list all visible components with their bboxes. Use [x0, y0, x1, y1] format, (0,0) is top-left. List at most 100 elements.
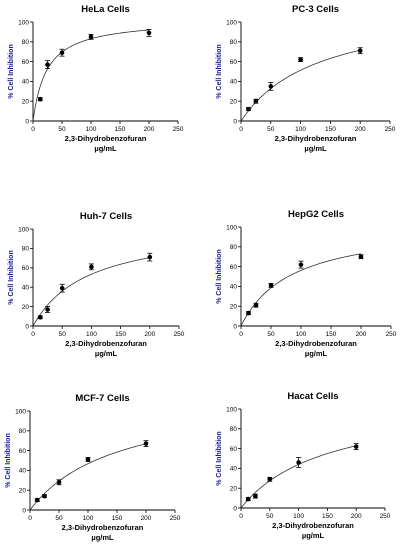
data-point — [88, 34, 94, 40]
data-point — [45, 307, 50, 312]
y-tick-label: 100 — [15, 408, 26, 415]
fit-curve — [32, 29, 150, 122]
data-point — [353, 444, 359, 449]
fit-curve — [32, 257, 150, 327]
y-tick-label: 60 — [230, 446, 238, 453]
x-tick-label: 50 — [59, 331, 67, 338]
data-point — [268, 84, 274, 89]
y-tick-label: 40 — [22, 285, 30, 292]
y-tick-label: 60 — [22, 59, 30, 66]
x-axis-label: 2,3-Dihydrobenzofuran — [65, 339, 147, 348]
x-tick-label: 200 — [356, 331, 367, 338]
y-tick-label: 0 — [233, 505, 237, 512]
x-axis-unit: µg/mL — [305, 349, 328, 358]
y-tick-label: 20 — [22, 99, 30, 106]
y-axis-label: % Cell Inhibition — [8, 250, 15, 304]
y-tick-label: 0 — [233, 323, 237, 330]
y-axis-label: % Cell Inhibition — [8, 44, 15, 98]
y-tick-label: 0 — [233, 118, 237, 125]
x-tick-label: 0 — [31, 331, 35, 338]
data-point — [59, 285, 65, 291]
data-point — [358, 254, 364, 259]
y-tick-label: 100 — [18, 226, 29, 233]
fit-curve — [240, 253, 362, 327]
x-tick-label: 0 — [239, 513, 243, 520]
data-point — [45, 62, 50, 67]
y-axis-label: % Cell Inhibition — [5, 433, 12, 487]
y-tick-label: 60 — [230, 264, 238, 271]
data-point — [246, 106, 251, 112]
x-tick-label: 150 — [115, 331, 126, 338]
y-tick-label: 100 — [18, 19, 29, 26]
x-tick-label: 0 — [28, 515, 32, 522]
x-axis-unit: µg/mL — [95, 349, 118, 358]
x-tick-label: 0 — [31, 126, 35, 133]
x-tick-label: 250 — [173, 126, 184, 133]
data-point — [38, 314, 43, 320]
x-tick-label: 200 — [144, 331, 155, 338]
data-point — [298, 57, 303, 62]
x-tick-label: 100 — [83, 515, 94, 522]
data-point — [245, 496, 251, 502]
data-point — [267, 476, 273, 482]
x-tick-label: 100 — [295, 126, 306, 133]
y-tick-label: 40 — [230, 466, 238, 473]
x-tick-label: 150 — [115, 126, 126, 133]
data-point — [253, 98, 259, 104]
y-tick-label: 80 — [230, 244, 238, 251]
x-axis-label: 2,3-Dihydrobenzofuran — [62, 523, 144, 532]
data-point — [298, 262, 304, 267]
x-axis-unit: µg/mL — [94, 144, 117, 153]
x-axis-label: 2,3-Dihydrobenzofuran — [272, 521, 354, 530]
y-tick-label: 40 — [19, 468, 27, 475]
x-tick-label: 50 — [58, 126, 66, 133]
x-tick-label: 250 — [174, 331, 185, 338]
y-tick-label: 20 — [230, 486, 238, 493]
x-tick-label: 50 — [267, 126, 275, 133]
x-tick-label: 50 — [266, 513, 274, 520]
chart-title: MCF-7 Cells — [75, 393, 129, 404]
data-point — [357, 48, 363, 54]
y-tick-label: 100 — [226, 19, 237, 26]
y-tick-label: 100 — [226, 224, 237, 231]
x-axis-label: 2,3-Dihydrobenzofuran — [65, 134, 147, 143]
data-point — [85, 457, 91, 462]
x-tick-label: 250 — [386, 331, 397, 338]
x-tick-label: 100 — [86, 331, 97, 338]
data-point — [246, 310, 251, 316]
y-tick-label: 0 — [25, 118, 29, 125]
y-tick-label: 80 — [22, 39, 30, 46]
y-tick-label: 80 — [22, 246, 30, 253]
x-axis-unit: µg/mL — [302, 531, 325, 540]
data-point — [89, 264, 94, 270]
x-tick-label: 150 — [112, 515, 123, 522]
x-tick-label: 150 — [325, 126, 336, 133]
x-axis-unit: µg/mL — [304, 144, 327, 153]
data-point — [56, 479, 62, 485]
y-tick-label: 40 — [230, 284, 238, 291]
x-tick-label: 100 — [86, 126, 97, 133]
y-tick-label: 40 — [22, 79, 30, 86]
y-tick-label: 80 — [230, 426, 238, 433]
x-tick-label: 100 — [296, 331, 307, 338]
fit-curve — [240, 49, 361, 122]
data-point — [37, 96, 43, 102]
y-axis-label: % Cell Inhibition — [216, 431, 223, 485]
x-tick-label: 250 — [385, 126, 396, 133]
y-tick-label: 80 — [230, 39, 238, 46]
y-tick-label: 60 — [230, 59, 238, 66]
y-tick-label: 100 — [226, 406, 237, 413]
chart-title: HepG2 Cells — [288, 209, 344, 220]
x-tick-label: 50 — [267, 331, 275, 338]
x-tick-label: 250 — [380, 513, 391, 520]
data-point — [34, 497, 40, 503]
y-tick-label: 20 — [230, 99, 238, 106]
y-tick-label: 0 — [22, 507, 26, 514]
data-point — [146, 30, 152, 36]
y-tick-label: 20 — [19, 488, 27, 495]
